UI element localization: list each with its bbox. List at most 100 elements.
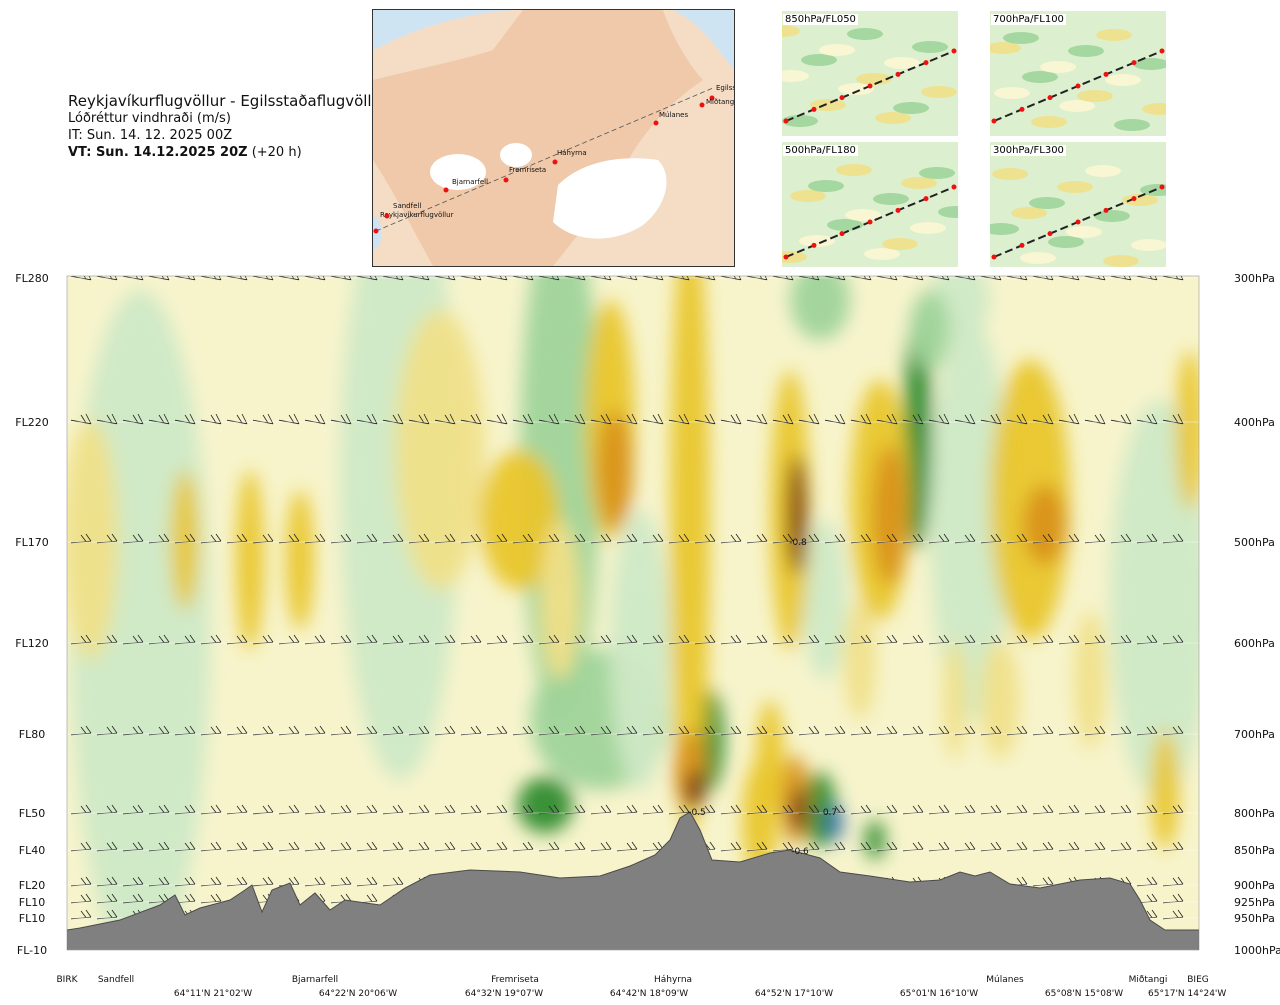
inset-field-cell	[819, 44, 855, 56]
location-label: Sandfell	[97, 975, 135, 985]
right-axis: 300hPa 400hPa 500hPa 600hPa 700hPa 800hPa 850h…	[1234, 272, 1280, 957]
contour-label: 0.7	[823, 808, 837, 818]
field-cell	[520, 276, 600, 720]
field-cell	[597, 410, 633, 530]
inset-field-cell	[884, 57, 920, 69]
inset-route-point	[951, 184, 957, 190]
inset-route-point	[811, 106, 817, 112]
inset-route-point	[839, 231, 845, 237]
inset-300-svg	[990, 165, 1166, 267]
inset-850: 850hPa/FL050	[782, 11, 958, 136]
inset-850-svg	[782, 25, 957, 127]
inset-field-cell	[782, 70, 809, 82]
location-label: Háhyrna	[653, 975, 693, 985]
route-point	[503, 177, 509, 183]
inset-route-point	[1019, 242, 1025, 248]
inset-field-cell	[790, 190, 826, 202]
inset-field-cell	[864, 248, 900, 260]
inset-route-point	[1103, 71, 1109, 77]
field-cell	[904, 310, 932, 550]
contour-label: -0.5	[688, 808, 706, 818]
vertical-velocity-field	[67, 276, 1199, 950]
field-cell	[685, 770, 705, 810]
inset-300: 300hPa/FL300	[990, 142, 1166, 267]
field-cell	[756, 700, 784, 820]
field-cell	[910, 290, 950, 370]
inset-route-point	[923, 196, 929, 202]
inset-route-point	[1159, 48, 1165, 54]
inset-field-cell	[1085, 165, 1121, 177]
cross-section-chart: -0.8 -0.5 0.7 -0.6 FL280 FL220 FL170 FL120 FL80…	[15, 272, 1280, 957]
route-point-label: Miðtangi	[706, 98, 734, 106]
field-cell	[610, 510, 670, 790]
inset-field-cell	[838, 83, 874, 95]
inset-500: 500hPa/FL180	[782, 142, 958, 267]
coordinate-label: 64°32'N 19°07'W	[464, 989, 544, 999]
contour-label: -0.8	[789, 538, 807, 548]
inset-field-cell	[1103, 255, 1139, 267]
right-axis-label: 400hPa	[1234, 416, 1275, 429]
left-axis-label: FL80	[19, 728, 45, 741]
right-axis-label: 1000hPa	[1234, 944, 1280, 957]
field-cell	[1023, 485, 1067, 565]
route-point	[653, 120, 659, 126]
inset-field-cell	[1040, 61, 1076, 73]
init-time: IT: Sun. 14. 12. 2025 00Z	[68, 128, 233, 143]
right-axis-label: 900hPa	[1234, 879, 1275, 892]
field-cell	[790, 276, 850, 340]
inset-route-point	[1019, 106, 1025, 112]
field-cell	[827, 805, 843, 841]
title-block: Reykjavíkurflugvöllur - Egilsstaðaflugvö…	[68, 93, 387, 161]
route-point	[709, 95, 715, 101]
inset-route-point	[1075, 83, 1081, 89]
right-axis-label: 950hPa	[1234, 912, 1275, 925]
field-cell	[395, 310, 485, 590]
route-point-label: Egilsst	[716, 84, 734, 92]
field-cell	[865, 820, 885, 860]
coordinate-label: 65°08'N 15°08'W	[1044, 989, 1124, 999]
field-cell	[480, 450, 560, 590]
route-point	[552, 159, 558, 165]
inset-field-cell	[1142, 103, 1166, 115]
inset-700-label: 700hPa/FL100	[991, 14, 1066, 25]
inset-field-cell	[994, 87, 1030, 99]
coordinate-label: 65°17'N 14°24'W	[1148, 989, 1227, 999]
route-point-label: Sandfell	[393, 202, 421, 210]
left-axis-label: FL120	[15, 637, 48, 650]
inset-route-point	[1131, 60, 1137, 66]
inset-route-point	[811, 242, 817, 248]
field-cell	[67, 420, 118, 660]
inset-field-cell	[1048, 236, 1084, 248]
inset-300-label: 300hPa/FL300	[991, 145, 1066, 156]
inset-route-point	[839, 95, 845, 101]
left-axis-label: FL10	[19, 912, 45, 925]
location-label: Múlanes	[986, 975, 1024, 985]
left-axis-label: FL-10	[17, 944, 47, 957]
inset-field-cell	[808, 180, 844, 192]
inset-route-point	[1075, 219, 1081, 225]
inset-field-cell	[1003, 32, 1039, 44]
inset-field-cell	[1096, 29, 1132, 41]
inset-field-cell	[1131, 239, 1166, 251]
left-axis-label: FL220	[15, 416, 48, 429]
inset-field-cell	[992, 168, 1028, 180]
inset-field-cell	[882, 238, 918, 250]
inset-field-cell	[1020, 252, 1056, 264]
left-axis-label: FL20	[19, 879, 45, 892]
route-point-label: Múlanes	[659, 111, 688, 119]
terrain-profile	[67, 811, 1199, 950]
left-axis-label: FL10	[19, 896, 45, 909]
inset-field-cell	[1105, 74, 1141, 86]
inset-route-point	[1103, 207, 1109, 213]
inset-field-cell	[1133, 58, 1166, 70]
inset-field-cell	[921, 86, 957, 98]
inset-route-point	[895, 207, 901, 213]
inset-field-cell	[836, 164, 872, 176]
field-cell	[943, 640, 967, 760]
inset-850-label: 850hPa/FL050	[783, 14, 858, 25]
left-axis: FL280 FL220 FL170 FL120 FL80 FL50 FL40 FL20 FL10…	[15, 272, 48, 957]
route-point-label: Reykjavíkurflugvöllur	[380, 211, 454, 219]
coordinate-label: 64°42'N 18°09'W	[609, 989, 689, 999]
right-axis-label: 600hPa	[1234, 637, 1275, 650]
